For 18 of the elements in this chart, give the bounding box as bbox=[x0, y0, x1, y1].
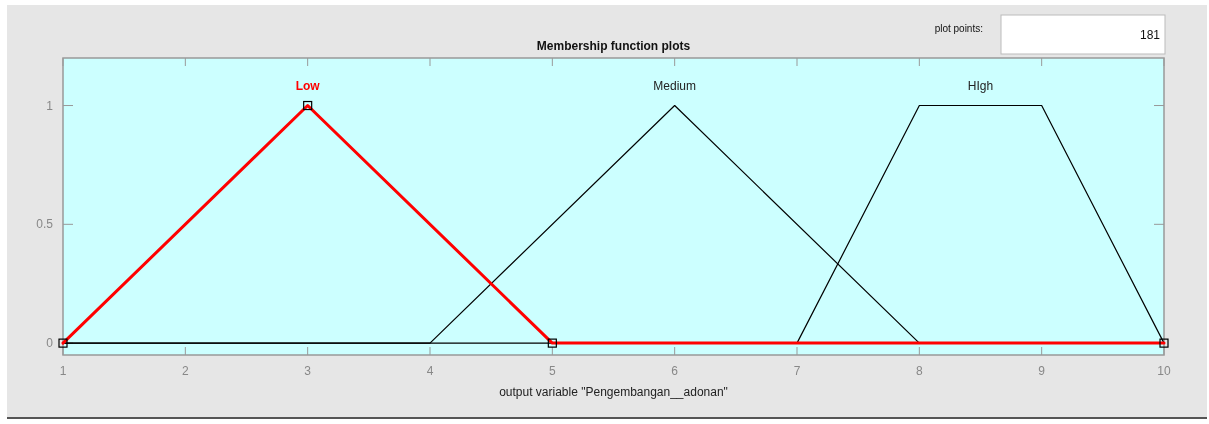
chart-title: Membership function plots bbox=[536, 39, 691, 53]
x-tick-label: 2 bbox=[181, 364, 189, 378]
series-label: HIgh bbox=[967, 78, 994, 93]
x-tick-label: 6 bbox=[671, 364, 679, 378]
x-tick-label: 3 bbox=[304, 364, 312, 378]
x-tick-label: 9 bbox=[1038, 364, 1046, 378]
series-label: Low bbox=[295, 78, 321, 93]
y-tick-label: 1 bbox=[46, 98, 54, 113]
y-tick-label: 0.5 bbox=[36, 217, 54, 232]
x-tick-label: 4 bbox=[426, 364, 434, 378]
series-label: Medium bbox=[653, 78, 697, 93]
x-tick-label: 1 bbox=[59, 364, 67, 378]
x-axis-title: output variable "Pengembangan__adonan" bbox=[499, 385, 728, 399]
x-tick-label: 7 bbox=[793, 364, 801, 378]
x-tick-label: 5 bbox=[548, 364, 556, 378]
x-tick-label: 8 bbox=[915, 364, 923, 378]
y-tick-label: 0 bbox=[46, 336, 54, 351]
x-tick-label: 10 bbox=[1157, 364, 1171, 378]
